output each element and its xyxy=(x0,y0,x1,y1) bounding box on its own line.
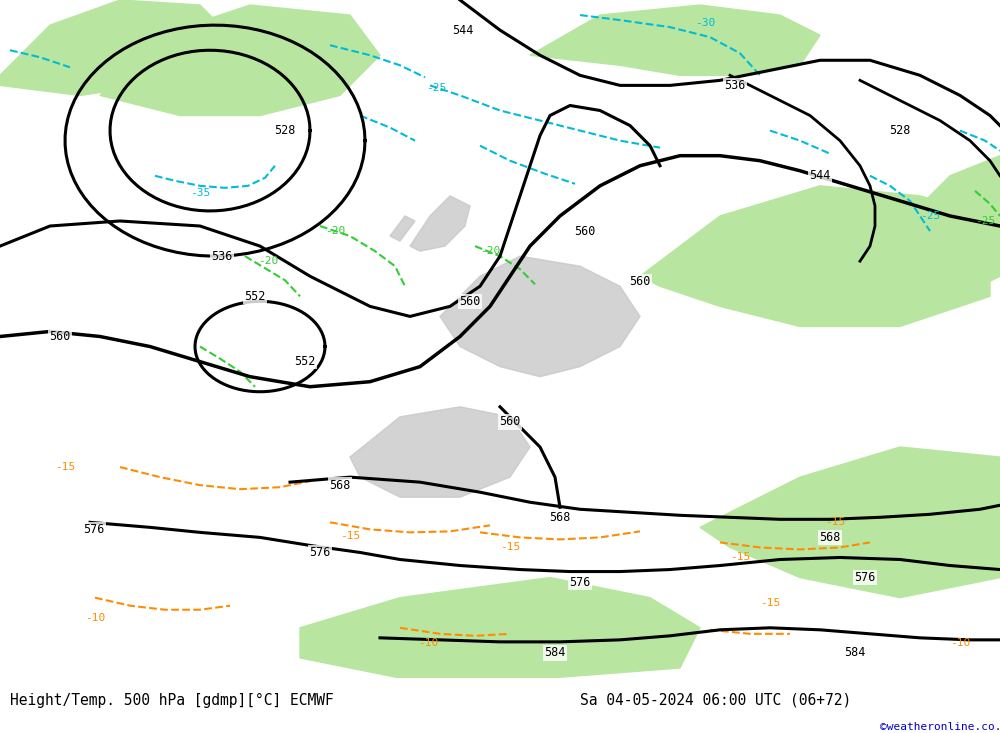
Text: -30: -30 xyxy=(695,18,715,28)
Text: -10: -10 xyxy=(85,613,105,623)
Text: 584: 584 xyxy=(544,647,566,660)
Text: 560: 560 xyxy=(49,330,71,343)
Text: 544: 544 xyxy=(452,23,474,37)
Text: 528: 528 xyxy=(889,124,911,137)
Text: 536: 536 xyxy=(724,79,746,92)
Text: 560: 560 xyxy=(629,275,651,288)
Polygon shape xyxy=(300,578,700,678)
Text: 568: 568 xyxy=(819,531,841,544)
Text: 552: 552 xyxy=(294,355,316,368)
Text: -10: -10 xyxy=(950,638,970,648)
Text: 576: 576 xyxy=(569,576,591,589)
Text: -15: -15 xyxy=(55,462,75,472)
Text: -10: -10 xyxy=(418,638,438,648)
Polygon shape xyxy=(410,196,470,251)
Text: 560: 560 xyxy=(499,416,521,428)
Text: 568: 568 xyxy=(329,479,351,492)
Text: 544: 544 xyxy=(809,169,831,183)
Text: 552: 552 xyxy=(244,290,266,303)
Text: -15: -15 xyxy=(730,553,750,562)
Text: 576: 576 xyxy=(309,546,331,559)
Text: -25: -25 xyxy=(920,211,940,221)
Polygon shape xyxy=(350,407,530,497)
Polygon shape xyxy=(900,155,1000,296)
Text: 560: 560 xyxy=(574,224,596,237)
Text: ©weatheronline.co.uk: ©weatheronline.co.uk xyxy=(880,722,1000,732)
Text: 584: 584 xyxy=(844,647,866,660)
Polygon shape xyxy=(100,5,380,116)
Text: 576: 576 xyxy=(83,523,105,536)
Text: -15: -15 xyxy=(825,517,845,527)
Text: -15: -15 xyxy=(760,597,780,608)
Text: 560: 560 xyxy=(459,295,481,308)
Text: -35: -35 xyxy=(190,188,210,198)
Text: -20: -20 xyxy=(480,246,500,256)
Polygon shape xyxy=(640,186,990,326)
Text: 568: 568 xyxy=(549,511,571,524)
Text: -15: -15 xyxy=(340,531,360,542)
Text: -20: -20 xyxy=(325,226,345,236)
Text: -20: -20 xyxy=(258,256,278,266)
Text: Height/Temp. 500 hPa [gdmp][°C] ECMWF: Height/Temp. 500 hPa [gdmp][°C] ECMWF xyxy=(10,693,334,707)
Text: -15: -15 xyxy=(500,542,520,553)
Text: Sa 04-05-2024 06:00 UTC (06+72): Sa 04-05-2024 06:00 UTC (06+72) xyxy=(580,693,851,707)
Text: -25: -25 xyxy=(426,84,446,93)
Polygon shape xyxy=(0,0,230,95)
Polygon shape xyxy=(390,216,415,241)
Text: -25: -25 xyxy=(975,216,995,226)
Text: 576: 576 xyxy=(854,571,876,584)
Text: 528: 528 xyxy=(274,124,296,137)
Text: 536: 536 xyxy=(211,250,233,262)
Polygon shape xyxy=(440,256,640,377)
Polygon shape xyxy=(530,5,820,75)
Polygon shape xyxy=(700,447,1000,597)
